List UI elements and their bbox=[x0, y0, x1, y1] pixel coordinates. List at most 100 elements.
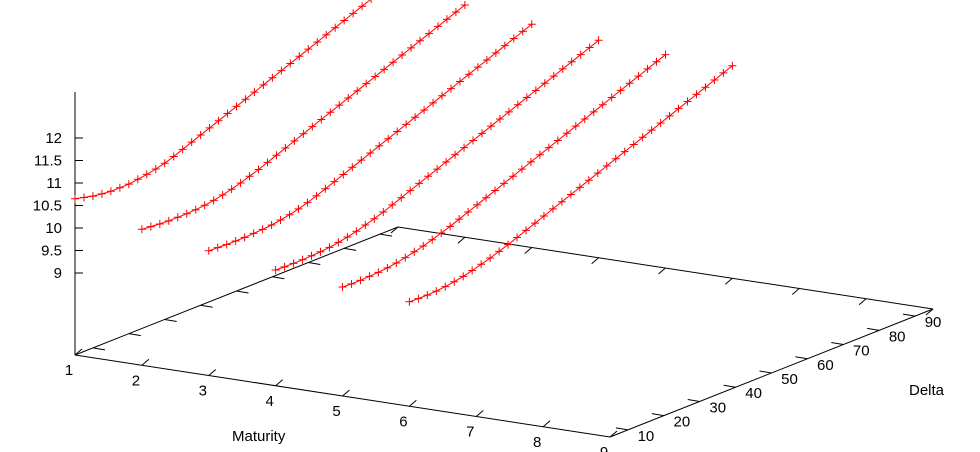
data-point-marker bbox=[280, 262, 289, 271]
data-point-marker bbox=[209, 196, 218, 205]
data-point-marker bbox=[286, 59, 295, 68]
data-point-marker bbox=[683, 97, 692, 106]
data-point-marker bbox=[169, 152, 178, 161]
data-point-marker bbox=[321, 184, 330, 193]
y-tick-label: 80 bbox=[889, 328, 906, 345]
data-point-marker bbox=[530, 219, 539, 228]
data-point-marker bbox=[250, 88, 259, 97]
data-point-marker bbox=[133, 175, 142, 184]
data-point-marker bbox=[326, 108, 335, 117]
data-point-marker bbox=[607, 93, 616, 102]
y-tick-label: 90 bbox=[925, 314, 942, 331]
data-point-marker bbox=[290, 136, 299, 145]
data-point-marker bbox=[549, 72, 558, 81]
z-tick-label: 11.5 bbox=[34, 153, 62, 170]
data-point-marker bbox=[585, 43, 594, 52]
data-point-marker bbox=[473, 200, 482, 209]
y-tick-label: 60 bbox=[817, 357, 834, 374]
data-point-marker bbox=[531, 86, 540, 95]
data-point-marker bbox=[259, 80, 268, 89]
data-point-marker bbox=[567, 57, 576, 66]
y-back-tick bbox=[164, 318, 177, 322]
x-back-tick bbox=[457, 236, 466, 244]
y-tick bbox=[902, 313, 916, 317]
data-point-marker bbox=[513, 100, 522, 109]
data-point-marker bbox=[674, 104, 683, 113]
data-point-marker bbox=[366, 149, 375, 157]
data-point-marker bbox=[307, 251, 316, 260]
data-point-marker bbox=[182, 209, 191, 218]
data-point-marker bbox=[414, 294, 423, 303]
x-tick-label: 9 bbox=[600, 444, 608, 452]
data-point-marker bbox=[647, 126, 656, 135]
data-point-marker bbox=[504, 240, 513, 249]
series-line bbox=[342, 54, 666, 288]
x-tick bbox=[141, 358, 150, 366]
data-point-marker bbox=[392, 258, 401, 267]
z-tick-label: 11 bbox=[46, 175, 62, 192]
data-point-marker bbox=[370, 214, 379, 223]
y-tick-label: 30 bbox=[709, 399, 726, 416]
data-point-marker bbox=[428, 235, 437, 244]
data-point-marker bbox=[249, 229, 258, 238]
data-point-marker bbox=[580, 115, 589, 123]
series-maturity-2 bbox=[137, 0, 469, 234]
data-point-marker bbox=[347, 279, 356, 288]
y-back-tick bbox=[272, 276, 285, 280]
data-point-marker bbox=[223, 109, 232, 118]
data-point-marker bbox=[343, 233, 352, 242]
data-point-marker bbox=[344, 93, 353, 102]
y-back-tick bbox=[92, 347, 106, 351]
data-point-marker bbox=[442, 157, 451, 166]
y-tick-label: 10 bbox=[638, 428, 655, 445]
data-point-marker bbox=[160, 159, 169, 168]
data-point-marker bbox=[652, 57, 661, 66]
data-point-marker bbox=[508, 172, 517, 181]
series-maturity-1 bbox=[71, 0, 372, 203]
data-point-marker bbox=[213, 243, 222, 252]
data-point-marker bbox=[405, 297, 414, 306]
data-point-marker bbox=[491, 48, 500, 57]
data-point-marker bbox=[477, 129, 486, 138]
data-point-marker bbox=[477, 260, 486, 269]
data-point-marker bbox=[469, 136, 478, 145]
x-tick bbox=[208, 369, 217, 376]
data-point-marker bbox=[335, 101, 344, 110]
data-point-marker bbox=[535, 150, 544, 159]
y-tick bbox=[615, 427, 629, 431]
data-point-marker bbox=[584, 176, 593, 185]
data-point-marker bbox=[553, 136, 562, 145]
data-point-marker bbox=[571, 122, 580, 131]
data-point-marker bbox=[380, 65, 389, 74]
data-point-marker bbox=[593, 169, 602, 178]
data-point-marker bbox=[442, 15, 451, 24]
x-tick bbox=[275, 379, 283, 387]
data-point-marker bbox=[375, 141, 384, 150]
data-point-marker bbox=[371, 72, 380, 81]
data-point-marker bbox=[455, 215, 464, 224]
x-tick-label: 2 bbox=[132, 372, 140, 389]
data-point-marker bbox=[258, 225, 267, 234]
data-point-marker bbox=[218, 191, 227, 199]
data-point-marker bbox=[437, 229, 446, 238]
x-tick bbox=[542, 420, 551, 428]
data-point-marker bbox=[500, 41, 509, 50]
data-point-marker bbox=[589, 107, 598, 116]
data-point-marker bbox=[295, 52, 304, 61]
data-point-marker bbox=[240, 233, 249, 242]
tick-labels: 99.51010.51111.5121234567891020304050607… bbox=[33, 130, 942, 452]
data-point-marker bbox=[285, 210, 294, 219]
data-point-marker bbox=[620, 147, 629, 156]
axis-ticks bbox=[74, 137, 934, 438]
data-point-marker bbox=[455, 77, 464, 86]
data-point-marker bbox=[522, 226, 531, 235]
data-point-marker bbox=[482, 193, 491, 202]
data-point-marker bbox=[611, 154, 620, 163]
data-point-marker bbox=[504, 107, 513, 116]
data-point-marker bbox=[317, 115, 326, 124]
y-back-tick bbox=[200, 304, 213, 308]
y-tick-label: 20 bbox=[673, 414, 690, 431]
data-point-marker bbox=[643, 64, 652, 73]
data-point-marker bbox=[473, 63, 482, 72]
data-point-marker bbox=[424, 172, 433, 181]
